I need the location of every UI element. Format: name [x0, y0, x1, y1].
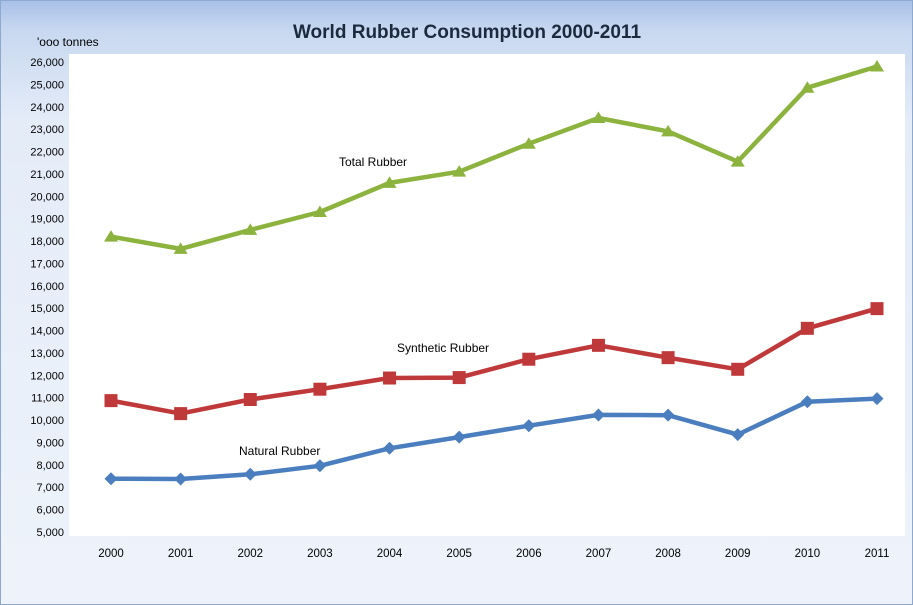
y-axis-unit-label: 'ooo tonnes: [37, 35, 99, 49]
y-tick-label: 19,000: [30, 214, 64, 226]
y-tick-label: 9,000: [36, 437, 64, 449]
y-tick-label: 15,000: [30, 303, 64, 315]
data-point-total-rubber: [730, 155, 745, 167]
data-point-natural-rubber: [383, 441, 397, 455]
data-point-natural-rubber: [452, 430, 466, 444]
data-point-natural-rubber: [870, 392, 884, 406]
y-tick-label: 25,000: [30, 79, 64, 91]
x-tick-label: 2001: [168, 548, 194, 560]
x-tick-label: 2002: [237, 548, 263, 560]
data-point-natural-rubber: [800, 395, 814, 409]
y-tick-label: 6,000: [36, 505, 64, 517]
y-tick-label: 24,000: [30, 102, 64, 114]
x-tick-label: 2008: [655, 548, 681, 560]
y-tick-label: 20,000: [30, 191, 64, 203]
data-point-synthetic-rubber: [243, 393, 257, 407]
x-tick-label: 2011: [865, 548, 890, 560]
y-tick-label: 16,000: [30, 281, 64, 293]
data-point-natural-rubber: [243, 467, 257, 481]
y-tick-label: 5,000: [36, 527, 64, 539]
y-tick-label: 23,000: [30, 124, 64, 136]
data-point-total-rubber: [104, 230, 118, 242]
data-point-total-rubber: [452, 165, 467, 177]
y-tick-label: 8,000: [36, 460, 64, 472]
data-point-natural-rubber: [313, 459, 327, 473]
y-tick-label: 10,000: [30, 415, 64, 427]
data-point-total-rubber: [870, 59, 884, 72]
y-tick-label: 13,000: [30, 348, 64, 360]
series-markers: [104, 59, 884, 486]
data-point-synthetic-rubber: [452, 371, 466, 385]
chart-title: World Rubber Consumption 2000-2011: [293, 22, 641, 43]
y-tick-label: 12,000: [30, 370, 64, 382]
x-tick-label: 2000: [98, 548, 124, 560]
data-point-total-rubber: [312, 205, 327, 217]
series-label-synthetic-rubber: Synthetic Rubber: [397, 341, 489, 355]
x-axis-ticks: 2000 2001 2002 2003 2004 2005 2006 2007 2008 2009…: [98, 548, 889, 560]
data-point-total-rubber: [521, 137, 536, 149]
data-point-synthetic-rubber: [731, 362, 745, 376]
x-tick-label: 2010: [795, 548, 821, 560]
series-line-natural-rubber: [108, 396, 880, 482]
x-tick-label: 2005: [446, 548, 472, 560]
data-point-natural-rubber: [661, 408, 675, 422]
y-tick-label: 26,000: [30, 57, 64, 69]
y-tick-label: 18,000: [30, 236, 64, 248]
x-tick-label: 2006: [516, 548, 542, 560]
y-tick-label: 17,000: [30, 258, 64, 270]
data-point-synthetic-rubber: [313, 382, 327, 396]
data-point-total-rubber: [800, 81, 815, 93]
data-point-synthetic-rubber: [104, 394, 118, 408]
data-point-natural-rubber: [591, 408, 605, 422]
data-point-synthetic-rubber: [800, 321, 814, 335]
series-line-total-rubber: [108, 64, 880, 252]
x-tick-label: 2007: [586, 548, 612, 560]
series-label-total-rubber: Total Rubber: [339, 155, 407, 169]
y-axis-ticks: 5,000 6,000 7,000 8,000 9,000 10,000 11,000 12,…: [30, 57, 64, 539]
data-point-total-rubber: [382, 176, 397, 188]
data-point-synthetic-rubber: [174, 407, 188, 421]
x-tick-label: 2003: [307, 548, 333, 560]
series-lines: [108, 64, 880, 482]
data-point-synthetic-rubber: [591, 338, 605, 352]
y-tick-label: 11,000: [31, 393, 64, 405]
data-point-synthetic-rubber: [870, 302, 884, 316]
series-line-synthetic-rubber: [108, 306, 880, 416]
data-point-total-rubber: [591, 111, 606, 123]
series-label-natural-rubber: Natural Rubber: [239, 444, 320, 458]
data-point-synthetic-rubber: [522, 352, 536, 366]
data-point-natural-rubber: [174, 472, 188, 486]
data-point-synthetic-rubber: [661, 351, 675, 365]
data-point-total-rubber: [243, 223, 258, 235]
data-point-natural-rubber: [522, 419, 536, 433]
y-tick-label: 14,000: [30, 326, 64, 338]
data-point-total-rubber: [173, 242, 188, 254]
plot-area: [69, 54, 905, 536]
data-point-total-rubber: [661, 124, 676, 137]
data-point-natural-rubber: [104, 472, 118, 486]
data-point-synthetic-rubber: [383, 371, 397, 385]
x-tick-label: 2004: [377, 548, 403, 560]
y-tick-label: 22,000: [30, 147, 64, 159]
x-tick-label: 2009: [725, 548, 751, 560]
data-point-natural-rubber: [731, 428, 745, 442]
y-tick-label: 7,000: [36, 482, 64, 494]
y-tick-label: 21,000: [30, 169, 64, 181]
